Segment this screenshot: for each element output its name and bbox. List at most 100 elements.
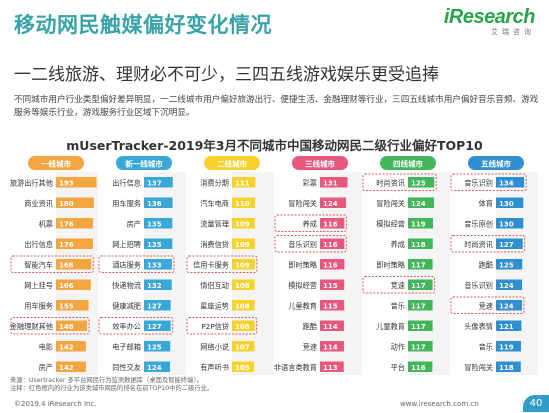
page-description: 不同城市用户行业类型偏好差异明显，一二线城市用户偏好旅游出行、便捷生活、金融理财… <box>14 95 539 118</box>
category-label: P2P信贷 <box>201 322 229 331</box>
group-header-pill <box>204 156 260 170</box>
tgi-bar <box>144 238 173 249</box>
group-header-label: 三线城市 <box>305 159 335 169</box>
top10-highlight-box <box>362 276 436 294</box>
logo-subtext: 艾瑞咨询 <box>491 28 535 36</box>
category-label: 汽车电商 <box>200 199 229 208</box>
tgi-value-label: 131 <box>323 179 338 187</box>
website-link[interactable]: www.iresearch.com.cn <box>400 400 479 408</box>
category-label: 头像表情 <box>464 322 493 331</box>
tgi-bar <box>144 259 172 270</box>
category-label: 金融理财其他 <box>10 322 53 331</box>
tgi-bar <box>320 320 344 331</box>
tgi-value-label: 110 <box>235 200 250 208</box>
category-label: 机票 <box>39 219 53 228</box>
tgi-bar <box>496 341 521 352</box>
tgi-value-label: 134 <box>499 179 514 187</box>
tgi-bar <box>232 218 255 229</box>
tgi-value-label: 168 <box>59 261 74 269</box>
tgi-value-label: 125 <box>411 179 426 187</box>
category-label: 冒险闯关 <box>464 363 493 372</box>
tgi-value-label: 108 <box>235 302 250 310</box>
tgi-value-label: 142 <box>59 364 74 372</box>
tgi-bar <box>56 177 97 188</box>
category-label: 出行信息 <box>112 178 141 187</box>
category-label: 快递物流 <box>112 281 141 290</box>
category-label: 养成 <box>391 240 405 249</box>
category-label: 动作 <box>391 342 405 351</box>
category-label: 酒店服务 <box>112 260 141 269</box>
tgi-value-label: 119 <box>411 220 426 228</box>
category-label: 消费分期 <box>200 178 229 187</box>
tgi-bar <box>320 341 344 352</box>
tgi-bar <box>232 177 256 188</box>
top10-highlight-box <box>10 317 90 335</box>
tgi-bar <box>144 177 173 188</box>
category-label: 情侣互动 <box>200 281 229 290</box>
tgi-bar <box>496 177 525 188</box>
category-label: 即时策略 <box>376 260 406 269</box>
tgi-value-label: 117 <box>411 261 426 269</box>
category-label: 电子邮箱 <box>112 342 141 351</box>
group-header-pill <box>468 156 524 170</box>
tgi-bar <box>320 218 345 229</box>
tgi-bar <box>408 197 435 208</box>
category-label: 模拟经营 <box>288 281 317 290</box>
tgi-value-label: 124 <box>411 200 426 208</box>
page-title: 移动网民触媒偏好变化情况 <box>14 13 272 37</box>
category-label: 冒险闯关 <box>376 199 405 208</box>
category-label: 流量管理 <box>200 219 229 228</box>
category-label: 信用卡服务 <box>193 260 229 269</box>
tgi-bar <box>408 320 433 331</box>
tgi-bar <box>232 238 255 249</box>
category-label: 房产 <box>39 363 53 372</box>
tgi-value-label: 148 <box>59 323 74 331</box>
category-label: 房产 <box>127 219 141 228</box>
category-label: 出行信息 <box>24 240 53 249</box>
top10-highlight-box <box>362 173 437 191</box>
tgi-bar <box>144 218 173 229</box>
tgi-bar <box>56 320 88 331</box>
tgi-value-label: 114 <box>323 323 338 331</box>
tgi-value-label: 124 <box>499 282 514 290</box>
tgi-value-label: 135 <box>147 220 162 228</box>
group-header-label: 一线城市 <box>41 159 71 169</box>
tgi-bar <box>496 361 521 372</box>
category-label: 效率办公 <box>112 322 141 331</box>
category-label: 音乐识别 <box>464 281 493 290</box>
source-line-1: 来源：Usertracker 多平台网民行为监测数据库（桌面及智能终端）。 <box>10 377 203 384</box>
tgi-value-label: 125 <box>147 343 162 351</box>
tgi-bar <box>496 320 522 331</box>
tgi-bar <box>320 259 345 270</box>
category-label: 音乐识别 <box>464 178 493 187</box>
tgi-value-label: 121 <box>499 323 514 331</box>
tgi-value-label: 180 <box>59 200 74 208</box>
tgi-bar <box>56 341 86 352</box>
tgi-bar <box>320 238 345 249</box>
group-header-pill <box>292 156 348 170</box>
tgi-bar <box>320 300 345 311</box>
tgi-value-label: 125 <box>499 261 514 269</box>
category-label: 竞速 <box>391 281 405 290</box>
tgi-value-label: 127 <box>147 302 162 310</box>
tgi-value-label: 124 <box>499 302 514 310</box>
category-label: 儿童教育 <box>288 301 317 310</box>
tgi-bar <box>408 279 433 290</box>
category-label: 智能汽车 <box>24 260 53 269</box>
tgi-value-label: 176 <box>59 220 74 228</box>
category-label: 跑酷 <box>479 260 493 269</box>
tgi-bar <box>56 361 86 372</box>
category-label: 时尚资讯 <box>376 178 405 187</box>
tgi-bar <box>56 218 93 229</box>
tgi-value-label: 119 <box>499 343 514 351</box>
logo-word: iResearch <box>443 6 536 28</box>
category-label: 竞速 <box>303 342 317 351</box>
tgi-value-label: 115 <box>323 282 338 290</box>
tgi-bar <box>232 279 255 290</box>
tgi-bar <box>496 279 523 290</box>
tgi-bar <box>144 279 172 290</box>
tgi-value-label: 118 <box>499 364 514 372</box>
category-label: 电影 <box>39 342 53 351</box>
group-header-label: 新一线城市 <box>125 159 163 169</box>
tgi-bar <box>320 279 345 290</box>
